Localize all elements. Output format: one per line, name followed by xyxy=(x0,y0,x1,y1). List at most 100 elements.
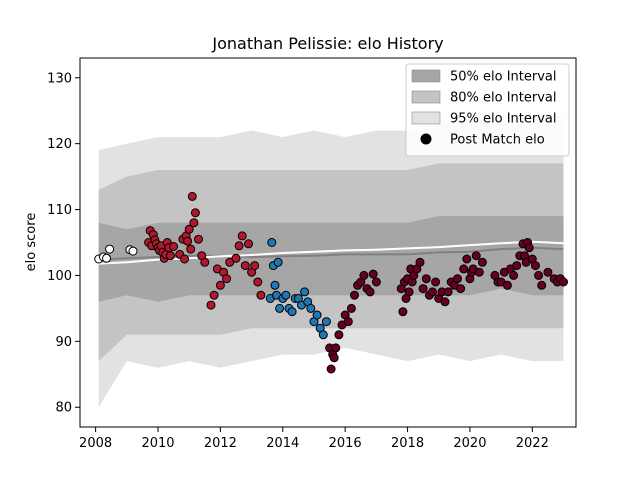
legend-swatch xyxy=(411,69,441,83)
data-point xyxy=(421,274,431,284)
data-point xyxy=(209,290,219,300)
data-point xyxy=(474,267,484,277)
data-point xyxy=(431,277,441,287)
data-point xyxy=(329,353,339,363)
y-axis: 80 90 100 110 120 130 xyxy=(47,71,80,416)
data-point xyxy=(281,290,291,300)
legend-swatch xyxy=(411,111,441,125)
data-point xyxy=(189,218,199,228)
data-point xyxy=(343,317,353,327)
y-axis-label: elo score xyxy=(24,213,39,272)
data-point xyxy=(530,261,540,271)
legend-entry: 95% elo Interval xyxy=(411,111,557,127)
data-point xyxy=(524,243,534,253)
data-point xyxy=(234,241,244,251)
data-point xyxy=(256,290,266,300)
data-point xyxy=(105,244,115,254)
interval-bands xyxy=(98,110,564,408)
data-point xyxy=(180,254,189,264)
data-point xyxy=(334,330,344,340)
data-point xyxy=(368,269,378,279)
y-tick-label: 100 xyxy=(47,269,72,284)
data-point xyxy=(428,287,437,297)
data-point xyxy=(194,234,203,244)
data-point xyxy=(166,251,175,261)
data-point xyxy=(537,280,547,290)
data-point xyxy=(190,208,200,218)
data-point xyxy=(240,261,250,271)
legend-label: Post Match elo xyxy=(450,133,545,148)
data-point xyxy=(206,300,216,310)
data-point xyxy=(453,274,462,284)
data-point xyxy=(326,364,336,374)
x-tick-label: 2022 xyxy=(516,436,549,451)
data-point xyxy=(231,253,241,263)
legend-label: 80% elo Interval xyxy=(450,91,557,106)
data-point xyxy=(287,307,297,317)
data-point xyxy=(183,236,193,246)
y-tick-label: 80 xyxy=(55,401,72,416)
data-point xyxy=(184,224,194,234)
data-point xyxy=(300,287,310,297)
data-point xyxy=(321,317,331,327)
data-point xyxy=(365,287,375,297)
legend-label: 50% elo Interval xyxy=(450,70,557,85)
data-point xyxy=(222,274,232,284)
data-point xyxy=(225,257,235,267)
data-point xyxy=(318,330,328,340)
data-point xyxy=(350,290,359,300)
data-point xyxy=(440,297,450,307)
legend: 50% elo Interval 80% elo Interval 95% elo … xyxy=(405,63,570,157)
data-point xyxy=(102,253,111,263)
data-point xyxy=(267,238,277,247)
data-point xyxy=(534,270,544,280)
plot-frame xyxy=(79,57,577,428)
legend-entry: 80% elo Interval xyxy=(411,90,557,106)
data-point xyxy=(502,280,512,290)
data-point xyxy=(371,277,381,287)
x-tick-label: 2018 xyxy=(391,436,424,451)
data-point xyxy=(187,191,197,201)
plot-area xyxy=(94,110,568,408)
data-point xyxy=(512,261,522,271)
legend-label: 95% elo Interval xyxy=(450,112,557,127)
x-tick-label: 2008 xyxy=(79,436,112,451)
y-tick-label: 130 xyxy=(47,71,72,86)
data-point xyxy=(404,287,414,297)
y-tick-label: 110 xyxy=(47,203,72,218)
data-point xyxy=(244,239,253,249)
data-point xyxy=(306,303,316,313)
x-tick-label: 2020 xyxy=(453,436,486,451)
x-axis: 2008 2010 2012 2014 2016 2018 2020 2022 xyxy=(79,427,549,451)
data-point xyxy=(331,343,341,353)
data-point xyxy=(200,257,210,267)
data-point xyxy=(273,257,283,267)
data-point xyxy=(415,257,425,267)
data-point xyxy=(398,307,408,317)
data-point xyxy=(443,287,453,297)
x-tick-label: 2014 xyxy=(266,436,299,451)
data-point xyxy=(346,303,356,313)
data-point xyxy=(250,261,260,271)
data-point xyxy=(477,257,487,267)
data-point xyxy=(169,242,179,251)
data-point xyxy=(543,267,553,277)
data-point xyxy=(559,277,568,287)
data-point xyxy=(312,310,322,320)
legend-swatch xyxy=(411,90,441,104)
data-point xyxy=(456,284,466,294)
legend-marker xyxy=(420,133,432,145)
x-tick-label: 2016 xyxy=(329,436,362,451)
post-match-points xyxy=(94,191,568,374)
data-point xyxy=(418,284,428,294)
chart-title: Jonathan Pelissie: elo History xyxy=(211,34,443,53)
data-point xyxy=(509,270,519,280)
data-point xyxy=(270,280,280,290)
data-point xyxy=(237,231,247,241)
data-point xyxy=(459,264,469,274)
data-point xyxy=(462,254,472,264)
y-tick-label: 90 xyxy=(55,335,72,350)
data-point xyxy=(215,280,225,290)
data-point xyxy=(471,251,481,261)
